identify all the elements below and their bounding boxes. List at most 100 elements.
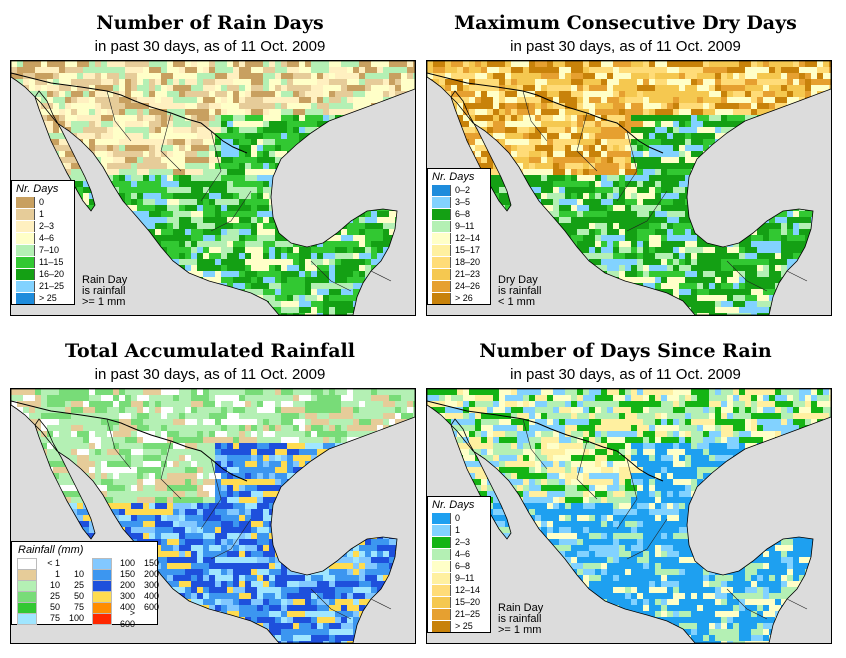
legend-label: 6–8 bbox=[455, 209, 471, 219]
legend-label: > 26 bbox=[455, 293, 473, 303]
legend-low: > 600 bbox=[119, 607, 135, 629]
panel1-note-line3: >= 1 mm bbox=[82, 296, 126, 308]
legend-label: 21–25 bbox=[455, 609, 481, 619]
legend-high: 400 bbox=[143, 591, 159, 601]
us-mexico-border bbox=[427, 400, 664, 482]
legend-low: 75 bbox=[49, 613, 60, 623]
legend-row: 7–10 bbox=[12, 244, 74, 256]
legend-swatch bbox=[432, 548, 451, 560]
panel2-subtitle: in past 30 days, as of 11 Oct. 2009 bbox=[510, 38, 741, 55]
panel4-note-line3: >= 1 mm bbox=[498, 624, 542, 636]
panel3-title: Total Accumulated Rainfall bbox=[65, 340, 355, 362]
legend-row: 11–15 bbox=[12, 256, 74, 268]
coastline bbox=[427, 61, 831, 315]
legend-label: 7–10 bbox=[39, 245, 60, 255]
legend-swatch bbox=[432, 292, 451, 304]
panel2-note-line2: is rainfall bbox=[498, 285, 542, 297]
legend-high: 25 bbox=[73, 580, 84, 590]
legend-swatch bbox=[432, 268, 451, 280]
legend-label: 21–23 bbox=[455, 269, 481, 279]
legend-row: 12–14 bbox=[428, 232, 490, 244]
legend-swatch bbox=[432, 560, 451, 572]
panel2-map bbox=[426, 60, 832, 316]
legend-label: 6–8 bbox=[455, 561, 471, 571]
legend-swatch bbox=[432, 608, 451, 620]
legend-row: 21–23 bbox=[428, 268, 490, 280]
legend-swatch bbox=[432, 572, 451, 584]
legend-label: 9–11 bbox=[455, 573, 475, 583]
us-mexico-border bbox=[427, 72, 664, 154]
legend-high: 50 bbox=[73, 591, 84, 601]
legend-low: 100 bbox=[119, 558, 135, 568]
legend-row: 150 200 bbox=[87, 568, 162, 581]
legend-swatch bbox=[16, 268, 35, 280]
legend-row: 2–3 bbox=[12, 220, 74, 232]
legend-row: 15–20 bbox=[428, 596, 490, 608]
legend-low: < 1 bbox=[47, 558, 60, 568]
legend-row: 300 400 bbox=[87, 590, 162, 603]
panel2-note-line3: < 1 mm bbox=[498, 296, 535, 308]
map-svg bbox=[427, 61, 831, 315]
legend-row: 75 100 bbox=[12, 612, 87, 625]
map-svg bbox=[11, 61, 415, 315]
legend-label: 11–15 bbox=[39, 257, 64, 267]
legend-row: 10 25 bbox=[12, 579, 87, 592]
panel1-legend-rows: 0 1 2–3 4–6 7–10 11–15 16–20 21–25 > 25 bbox=[12, 196, 74, 304]
legend-row: 200 300 bbox=[87, 579, 162, 592]
legend-row: 4–6 bbox=[12, 232, 74, 244]
state-borders bbox=[106, 418, 392, 620]
legend-label: 2–3 bbox=[455, 537, 471, 547]
coastline bbox=[11, 389, 415, 643]
legend-row: < 1 bbox=[12, 557, 87, 570]
panel4-legend-title: Nr. Days bbox=[432, 499, 475, 511]
legend-label: 4–6 bbox=[39, 233, 55, 243]
legend-high: 200 bbox=[143, 569, 159, 579]
panel1-note: Rain Day is rainfall >= 1 mm bbox=[82, 275, 127, 308]
legend-row: 0 bbox=[12, 196, 74, 208]
legend-row: 12–14 bbox=[428, 584, 490, 596]
legend-row: 1 bbox=[12, 208, 74, 220]
legend-low: 150 bbox=[119, 569, 135, 579]
panel1-note-line2: is rainfall bbox=[82, 285, 126, 297]
legend-swatch bbox=[16, 232, 35, 244]
legend-swatch bbox=[432, 536, 451, 548]
panel1-legend: Nr. Days 0 1 2–3 4–6 7–10 11–15 16–20 21–25 > 25 bbox=[11, 180, 75, 305]
panel3-legend: Rainfall (mm) < 1 1 10 10 25 25 50 50 75 75 100 10… bbox=[11, 541, 159, 629]
legend-swatch bbox=[432, 220, 451, 232]
panel2-legend-rows: 0–2 3–5 6–8 9–11 12–14 15–17 18–20 21–23 24–26 > … bbox=[428, 184, 490, 304]
legend-swatch bbox=[16, 280, 35, 292]
legend-row: 50 75 bbox=[12, 601, 87, 614]
legend-low: 25 bbox=[49, 591, 60, 601]
state-borders bbox=[522, 90, 808, 292]
panel3-legend-title: Rainfall (mm) bbox=[18, 544, 84, 556]
legend-row: > 25 bbox=[428, 620, 490, 632]
legend-swatch bbox=[432, 184, 451, 196]
panel2-title: Maximum Consecutive Dry Days bbox=[454, 12, 797, 34]
legend-high: 100 bbox=[68, 613, 84, 623]
legend-swatch bbox=[432, 524, 451, 536]
legend-label: 15–20 bbox=[455, 597, 481, 607]
legend-label: 1 bbox=[39, 209, 45, 219]
legend-swatch bbox=[92, 612, 112, 625]
legend-high: 300 bbox=[143, 580, 159, 590]
legend-row: > 25 bbox=[12, 292, 74, 304]
legend-row: > 26 bbox=[428, 292, 490, 304]
legend-row: 1 bbox=[428, 524, 490, 536]
legend-high: 75 bbox=[73, 602, 84, 612]
legend-label: 18–20 bbox=[455, 257, 481, 267]
legend-label: 0 bbox=[39, 197, 45, 207]
panel1-note-line1: Rain Day bbox=[82, 274, 128, 286]
legend-swatch bbox=[16, 220, 35, 232]
panel3-legend-right: 100 150 150 200 200 300 300 400 400 600 > 600 bbox=[87, 557, 162, 629]
legend-label: 0 bbox=[455, 513, 461, 523]
legend-label: > 25 bbox=[39, 293, 57, 303]
legend-low: 200 bbox=[119, 580, 135, 590]
coastline bbox=[11, 61, 415, 315]
legend-label: 3–5 bbox=[455, 197, 471, 207]
legend-label: 1 bbox=[455, 525, 461, 535]
legend-swatch bbox=[16, 208, 35, 220]
legend-row: 6–8 bbox=[428, 208, 490, 220]
legend-label: 12–14 bbox=[455, 585, 481, 595]
panel1-title: Number of Rain Days bbox=[96, 12, 324, 34]
state-borders bbox=[106, 90, 392, 292]
